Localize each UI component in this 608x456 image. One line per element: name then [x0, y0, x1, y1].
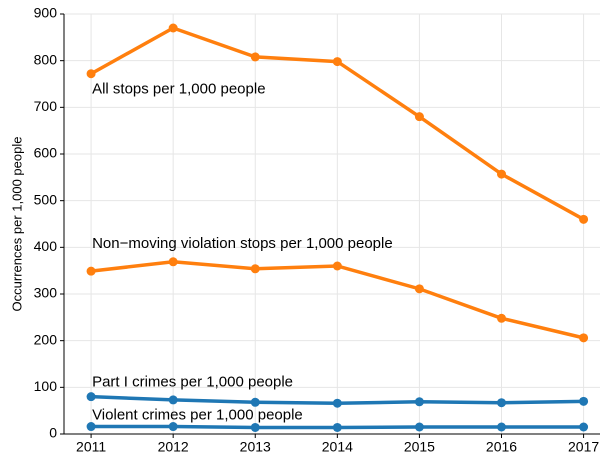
y-tick-label: 400 [34, 238, 58, 254]
series-label: Non−moving violation stops per 1,000 peo… [92, 235, 393, 252]
x-tick-label: 2014 [322, 439, 353, 455]
data-point [86, 422, 96, 432]
data-point [332, 57, 342, 67]
data-point [497, 422, 507, 432]
y-tick-label: 700 [34, 98, 58, 114]
y-tick-label: 0 [49, 425, 57, 441]
x-tick-label: 2016 [486, 439, 517, 455]
data-point [168, 422, 178, 432]
data-point [250, 422, 260, 432]
data-point [86, 69, 96, 79]
data-point [332, 398, 342, 408]
data-point [86, 266, 96, 276]
data-point [497, 313, 507, 323]
data-point [86, 392, 96, 402]
data-point [332, 261, 342, 271]
x-tick-label: 2017 [568, 439, 599, 455]
y-tick-label: 300 [34, 285, 58, 301]
series-label: Violent crimes per 1,000 people [92, 407, 303, 424]
y-tick-label: 200 [34, 331, 58, 347]
data-point [168, 395, 178, 405]
x-tick-label: 2013 [240, 439, 271, 455]
data-point [168, 257, 178, 267]
data-point [332, 422, 342, 432]
data-point [414, 284, 424, 294]
data-point [414, 397, 424, 407]
y-axis-title: Occurrences per 1,000 people [9, 137, 24, 312]
x-tick-label: 2015 [404, 439, 435, 455]
y-tick-label: 600 [34, 145, 58, 161]
y-tick-label: 800 [34, 51, 58, 67]
data-point [168, 23, 178, 33]
y-tick-label: 500 [34, 191, 58, 207]
x-tick-label: 2012 [158, 439, 189, 455]
data-point [579, 422, 589, 432]
data-point [250, 264, 260, 274]
data-point [414, 422, 424, 432]
y-tick-label: 100 [34, 378, 58, 394]
data-point [497, 398, 507, 408]
data-point [250, 52, 260, 62]
x-tick-label: 2011 [76, 439, 106, 455]
y-tick-label: 900 [34, 5, 58, 21]
series-label: All stops per 1,000 people [92, 81, 265, 98]
data-point [579, 214, 589, 224]
data-point [414, 112, 424, 122]
data-point [579, 333, 589, 343]
series-label: Part I crimes per 1,000 people [92, 374, 293, 391]
data-point [497, 169, 507, 179]
data-point [579, 396, 589, 406]
data-point [250, 397, 260, 407]
